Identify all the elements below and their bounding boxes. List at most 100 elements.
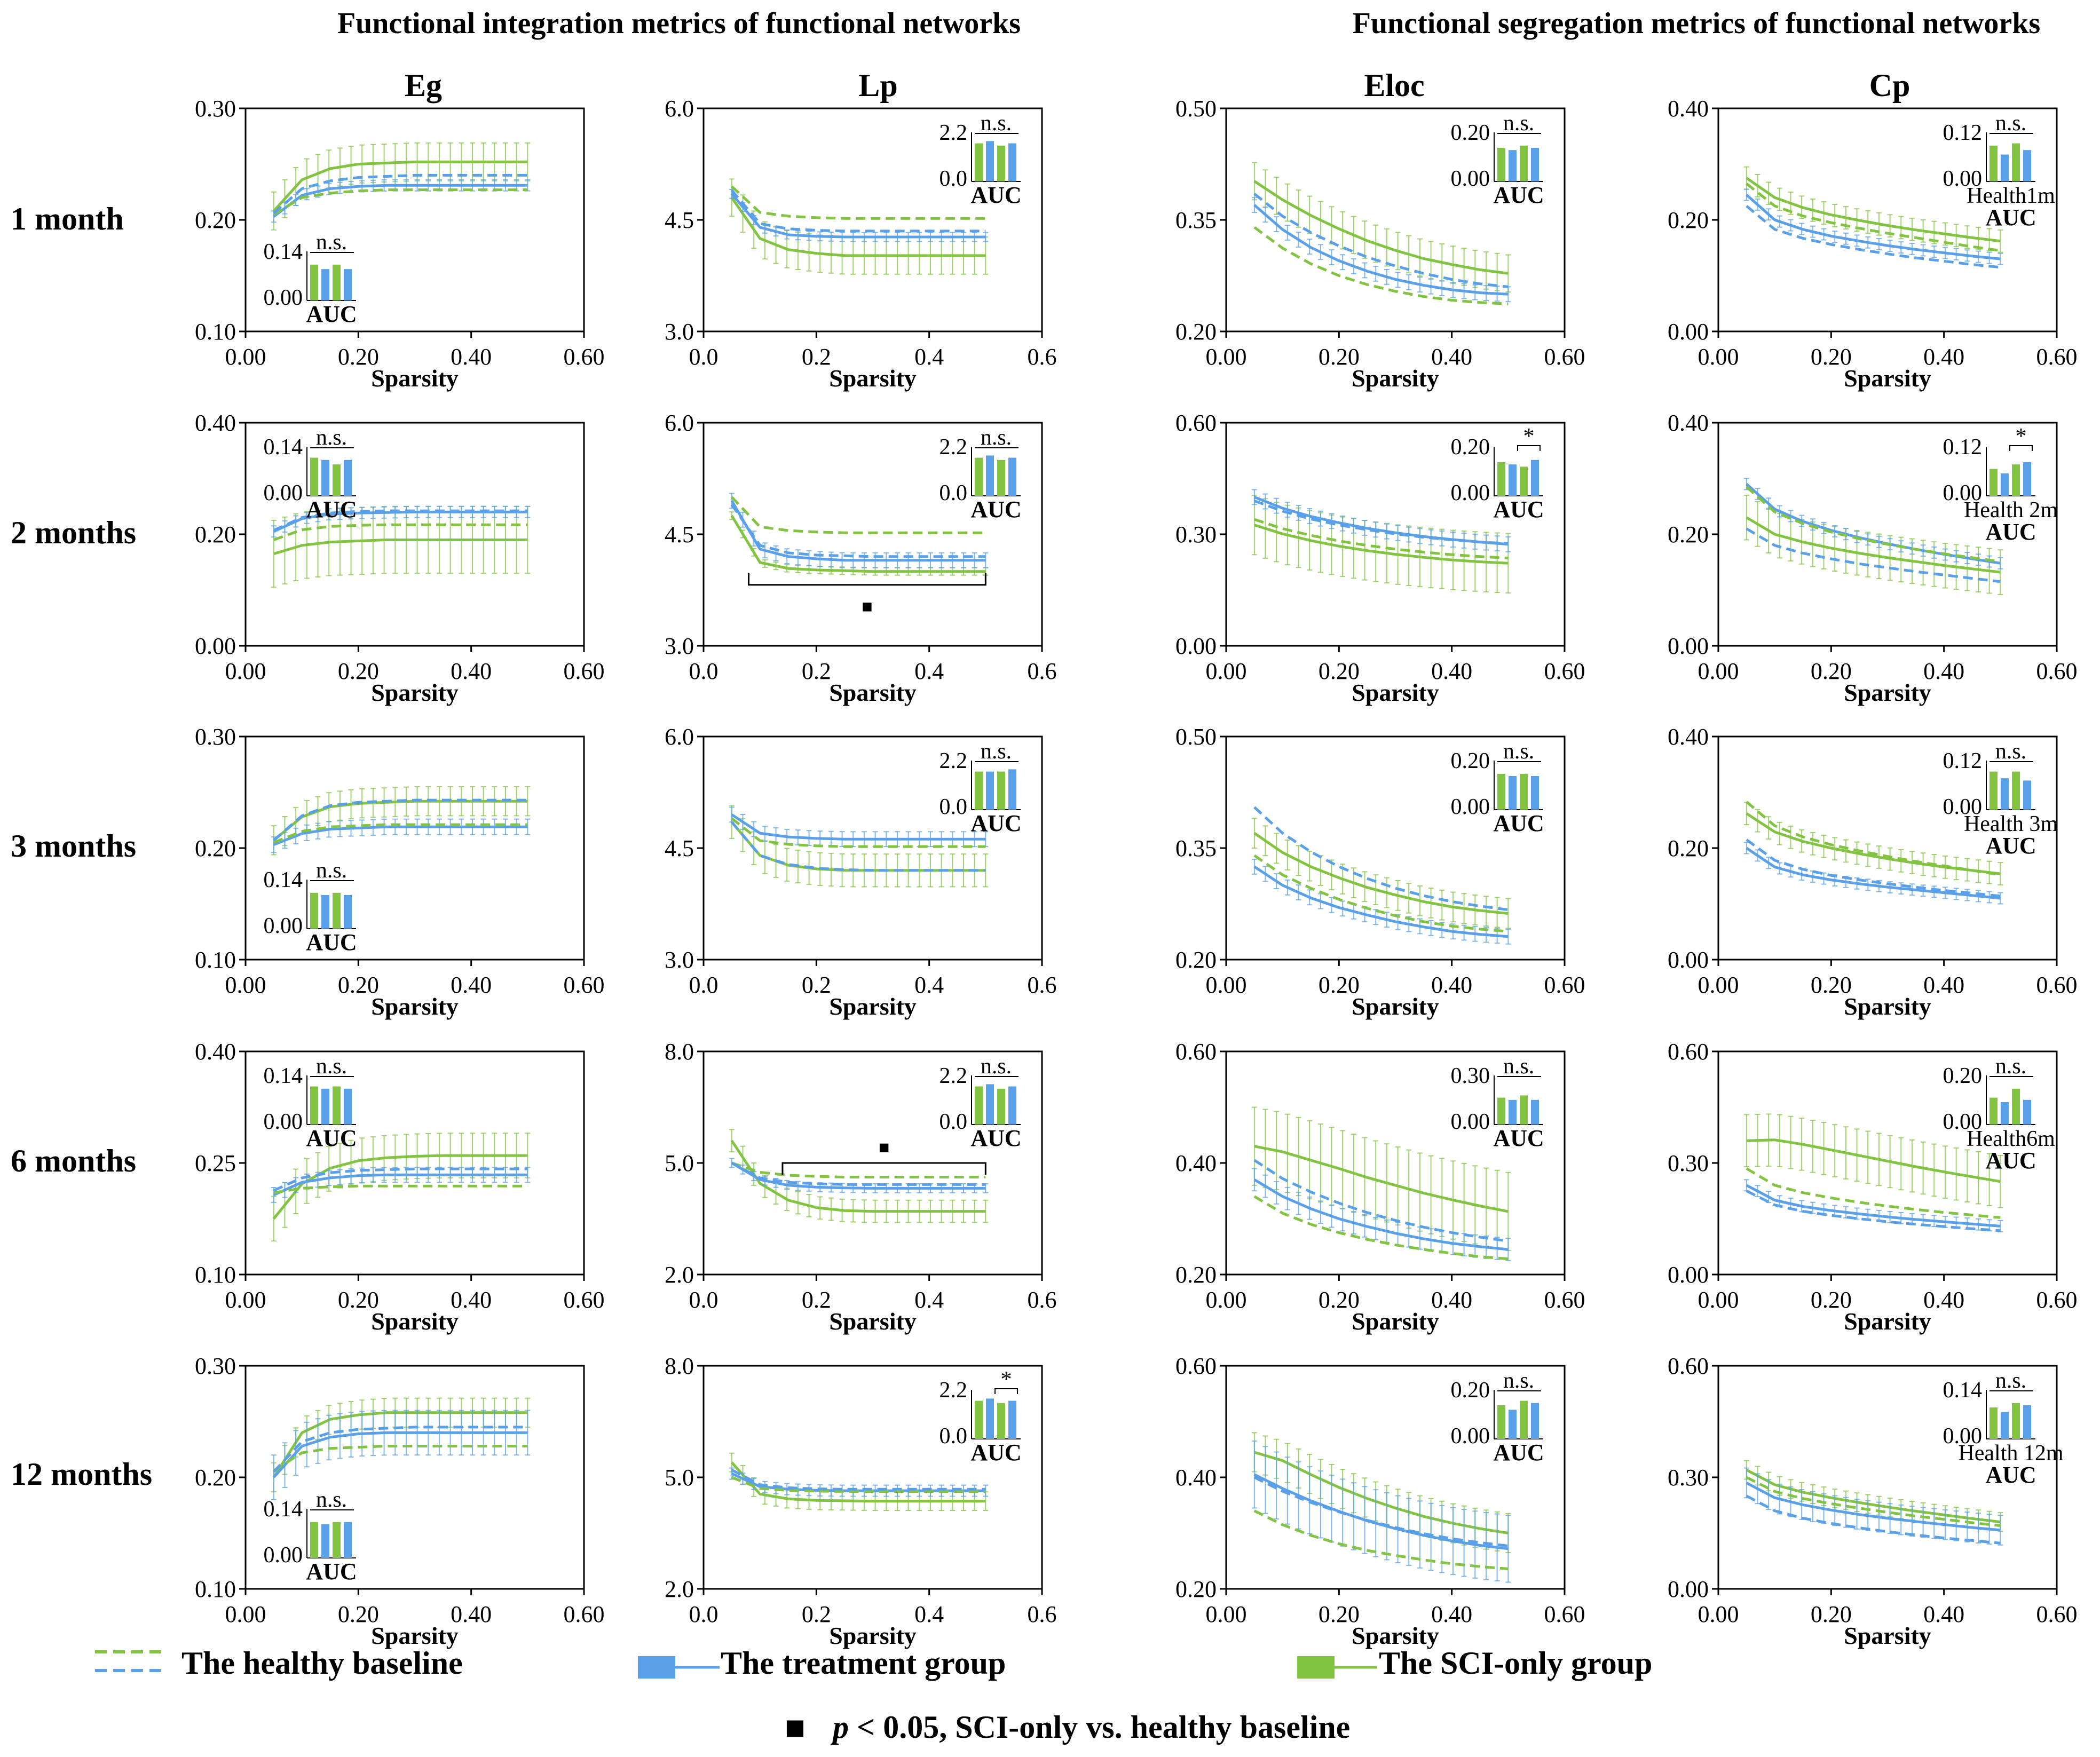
y-tick-label: 6.0 [665,724,694,750]
inset-y-min: 0.0 [940,167,968,191]
plot-area [271,142,531,231]
x-tick-label: 0.20 [1319,972,1360,998]
inset-label: AUC [306,929,357,955]
row-label-3-months: 3 months [11,828,136,864]
header-segregation: Functional segregation metrics of functi… [1353,7,2040,40]
series-the-healthy-baseline-treatment [731,1468,986,1491]
inset-bar [1497,462,1505,496]
series-the-sci-only-group [729,1452,989,1511]
inset-y-min: 0.0 [940,1424,968,1449]
legend-baseline-swatch [95,1650,165,1672]
x-axis-label: Sparsity [829,679,917,706]
x-tick-label: 0.20 [1319,1287,1360,1313]
group-line [731,1161,986,1190]
auc-inset: 0.14 0.00 n.s. AUC [264,1487,357,1585]
series-the-healthy-baseline-sci [1746,1167,2001,1219]
inset-y-min: 0.00 [264,1543,303,1568]
plot-area [1743,478,2003,595]
x-tick-label: 0.40 [1431,1601,1472,1627]
y-tick-label: 6.0 [665,96,694,122]
inset-bar [2023,1405,2031,1439]
significance-mark: ■ [879,1138,890,1158]
legend-baseline-label: The healthy baseline [181,1645,463,1681]
inset-caption: Health 3m [1964,812,2058,836]
group-line [1254,524,1509,565]
series-the-healthy-baseline-sci [1253,1195,1509,1261]
group-line [1746,1482,2001,1532]
group-line [1746,1468,2001,1524]
inset-y-max: 2.2 [940,1378,968,1403]
group-line [1253,180,1509,275]
inset-y-max: 0.14 [264,868,303,892]
auc-inset: 0.20 0.00 * AUC [1451,424,1544,523]
series-the-healthy-baseline-sci [1746,183,2001,252]
inset-bar [2023,462,2031,496]
baseline-line [1746,486,2001,563]
x-tick-label: 0.00 [1698,658,1739,684]
series-the-healthy-baseline-treatment [1253,499,1509,545]
y-tick-label: 0.00 [1668,319,1709,345]
inset-significance: n.s. [1995,1054,2026,1079]
group-line [730,515,986,573]
inset-bar [1509,1410,1517,1439]
inset-bar [1008,1086,1016,1125]
baseline-line [731,1161,986,1186]
baseline-line [730,503,986,558]
inset-bar [1008,1400,1016,1439]
plot-area [729,805,989,888]
y-tick-label: 0.25 [195,1150,236,1176]
series-the-treatment-group [1251,1168,1511,1261]
y-tick-label: 4.5 [665,835,694,861]
x-tick-label: 0.20 [338,1287,379,1313]
x-tick-label: 0.60 [1544,658,1585,684]
inset-bar [2012,1088,2020,1125]
x-axis-label: Sparsity [829,1308,917,1335]
inset-caption: Health 12m [1958,1441,2063,1466]
y-tick-label: 0.00 [1668,1576,1709,1602]
auc-inset: 2.2 0.0 n.s. AUC [940,1054,1022,1151]
inset-label: AUC [1985,1462,2036,1488]
inset-significance: n.s. [981,111,1012,136]
group-line [1746,516,2001,574]
x-tick-label: 0.00 [225,344,266,370]
inset-y-min: 0.00 [1451,1110,1490,1134]
baseline-line [273,509,528,532]
x-axis-label: Sparsity [829,993,917,1020]
inset-y-min: 0.0 [940,795,968,819]
panel-eg-2-months: 0.00 0.20 0.40 0.00 0.20 0.40 0.60 Sparsity 0.14… [195,410,605,706]
inset-bar [321,1524,329,1558]
x-axis-label: Sparsity [1352,1308,1439,1335]
series-the-treatment-group [1251,197,1511,303]
inset-bar [975,1086,983,1125]
inset-bar [1520,773,1528,810]
panel-cp-1-month: 0.00 0.20 0.40 0.00 0.20 0.40 0.60 Sparsity 0.12… [1668,96,2078,392]
series-the-healthy-baseline-treatment [1253,193,1509,288]
y-tick-label: 0.60 [1668,1039,1709,1065]
inset-bar [310,264,318,300]
x-tick-label: 0.0 [689,1287,719,1313]
plot-area [1251,1432,1511,1583]
y-tick-label: 0.40 [1175,1465,1217,1491]
x-tick-label: 0.2 [802,344,831,370]
group-line [731,813,986,841]
inset-bar [1531,1099,1539,1125]
inset-caption: Health6m [1967,1127,2055,1151]
inset-significance: * [1523,424,1535,449]
baseline-line [1253,1159,1509,1242]
x-tick-label: 0.60 [1544,972,1585,998]
inset-significance: n.s. [1995,739,2026,764]
inset-bar [2001,1102,2009,1125]
inset-label: AUC [1493,496,1544,523]
series-the-healthy-baseline-treatment [273,173,528,215]
auc-inset: 2.2 0.0 * AUC [940,1367,1022,1466]
series-the-healthy-baseline-sci [1746,1476,2001,1528]
significance-marker: ■ [785,1708,806,1746]
y-tick-label: 0.20 [195,1465,236,1491]
inset-y-max: 0.12 [1943,121,1983,145]
x-tick-label: 0.20 [1811,344,1852,370]
x-tick-label: 0.4 [914,344,944,370]
y-tick-label: 0.00 [1668,1262,1709,1288]
inset-y-max: 2.2 [940,435,968,460]
significance-mark: ■ [862,597,873,617]
